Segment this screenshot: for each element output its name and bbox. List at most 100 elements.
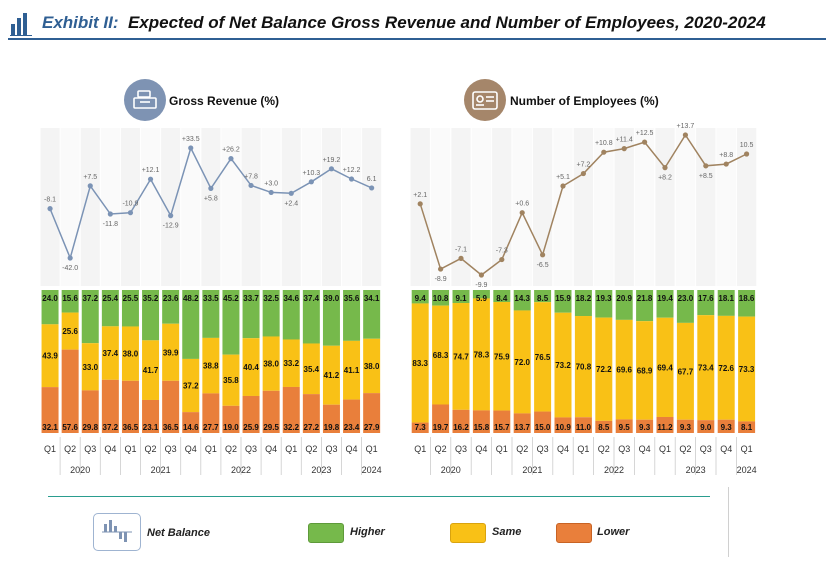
revenue-tick-label: Q2 xyxy=(145,444,157,454)
net-balance-icon-box xyxy=(93,513,141,551)
revenue-value-same: 35.8 xyxy=(223,376,239,385)
revenue-line-point xyxy=(127,210,134,216)
employees-value-same: 72.0 xyxy=(514,358,530,367)
employees-bar-higher xyxy=(656,290,674,318)
employees-value-higher: 18.2 xyxy=(576,294,592,303)
employees-line-label: +12.5 xyxy=(636,130,654,137)
header: Exhibit II: Expected of Net Balance Gros… xyxy=(0,0,835,44)
employees-value-same: 70.8 xyxy=(576,363,592,372)
revenue-bar-lower xyxy=(322,404,340,433)
bar-chart-logo-icon xyxy=(10,13,32,36)
revenue-line-label: -12.9 xyxy=(163,223,179,230)
employees-bar-lower xyxy=(411,422,429,433)
employees-bar-lower xyxy=(615,419,633,433)
revenue-bar-same xyxy=(322,345,340,405)
employees-bar-same xyxy=(534,302,552,412)
employees-tick-label: Q2 xyxy=(516,444,528,454)
chart-canvas: Gross Revenue (%) Number of Employees (%… xyxy=(40,79,757,475)
employees-bar-higher xyxy=(513,290,531,311)
employees-line-label: -6.5 xyxy=(537,262,549,269)
employees-tick-label: Q4 xyxy=(639,444,651,454)
employees-panel-background xyxy=(410,128,757,286)
employees-column-bg xyxy=(696,128,716,286)
employees-value-higher: 10.8 xyxy=(433,294,449,303)
revenue-value-same: 41.7 xyxy=(143,366,159,375)
employees-bar-lower xyxy=(513,413,531,433)
employees-value-lower: 9.0 xyxy=(700,423,712,432)
revenue-bar-higher xyxy=(343,290,361,341)
revenue-value-lower: 32.2 xyxy=(283,423,299,432)
revenue-line-label: +7.5 xyxy=(83,174,97,181)
revenue-bar-lower xyxy=(121,380,139,433)
revenue-value-same: 43.9 xyxy=(42,352,58,361)
revenue-line-point xyxy=(288,190,294,196)
revenue-bar-lower xyxy=(41,387,59,433)
employees-line-label: +5.1 xyxy=(556,174,570,181)
employees-year-label: 2024 xyxy=(737,465,757,475)
employees-value-same: 73.2 xyxy=(555,361,571,370)
revenue-value-higher: 25.4 xyxy=(103,294,119,303)
employees-line-label: +8.5 xyxy=(699,173,713,180)
revenue-tick-label: Q1 xyxy=(44,444,56,454)
revenue-bar-lower xyxy=(142,399,160,433)
revenue-column-bg xyxy=(201,128,221,286)
employees-value-same: 68.3 xyxy=(433,351,449,360)
employees-value-higher: 9.4 xyxy=(415,294,427,303)
revenue-bar-same xyxy=(202,337,220,394)
employees-column-bg xyxy=(634,128,655,286)
revenue-value-same: 25.6 xyxy=(62,327,78,336)
revenue-column-bg xyxy=(241,128,261,286)
revenue-bar-same xyxy=(343,340,361,400)
revenue-value-higher: 35.6 xyxy=(344,294,360,303)
employees-value-lower: 13.7 xyxy=(514,423,530,432)
revenue-line-point xyxy=(228,156,234,162)
employees-bar-higher xyxy=(738,290,756,317)
revenue-bar-same xyxy=(101,326,119,380)
employees-value-same: 68.9 xyxy=(637,366,653,375)
revenue-bar-same xyxy=(282,339,300,387)
employees-line-point xyxy=(744,151,750,157)
employees-bar-lower xyxy=(656,416,674,433)
revenue-bar-lower xyxy=(282,386,300,433)
employees-bar-same xyxy=(472,298,490,411)
employees-bar-lower xyxy=(472,410,490,433)
employees-bar-same xyxy=(554,312,572,418)
revenue-value-lower: 19.0 xyxy=(223,423,239,432)
revenue-bar-same xyxy=(61,312,79,350)
employees-line-label: -7.1 xyxy=(455,246,467,253)
revenue-bar-lower xyxy=(61,349,79,433)
employees-value-lower: 8.1 xyxy=(741,423,753,432)
revenue-panel-header: Gross Revenue (%) xyxy=(124,79,279,121)
revenue-value-same: 37.2 xyxy=(183,382,199,391)
employees-value-same: 69.6 xyxy=(616,366,632,375)
revenue-line-point xyxy=(328,166,335,172)
employees-value-higher: 18.6 xyxy=(739,294,755,303)
employees-bar-same xyxy=(595,317,613,421)
revenue-value-same: 38.0 xyxy=(364,362,380,371)
revenue-bar-lower xyxy=(81,390,99,433)
employees-year-label: 2021 xyxy=(522,465,542,475)
employees-bar-same xyxy=(738,316,756,422)
revenue-line-label: +12.2 xyxy=(343,167,361,174)
employees-bar-higher xyxy=(574,290,592,317)
employees-column-bg xyxy=(410,128,430,286)
revenue-bar-higher xyxy=(162,290,180,324)
revenue-value-higher: 37.2 xyxy=(82,294,98,303)
employees-line-point xyxy=(478,272,484,278)
employees-tick-label: Q1 xyxy=(659,444,671,454)
revenue-line-label: -11.8 xyxy=(103,221,119,228)
revenue-bar-lower xyxy=(363,393,381,433)
revenue-tick-label: Q2 xyxy=(305,444,317,454)
revenue-bar-lower xyxy=(222,405,240,433)
employees-value-lower: 16.2 xyxy=(453,423,469,432)
employees-line-label: -7.3 xyxy=(496,248,508,255)
employees-line-point xyxy=(703,163,709,169)
revenue-tick-label: Q3 xyxy=(165,444,177,454)
employees-line-label: -8.9 xyxy=(435,276,447,283)
revenue-bar-higher xyxy=(262,290,280,337)
employees-tick-label: Q3 xyxy=(700,444,712,454)
revenue-bar-lower xyxy=(262,390,280,433)
revenue-value-lower: 27.9 xyxy=(364,423,380,432)
revenue-line-label: -8.1 xyxy=(44,197,56,204)
revenue-line-label: +5.8 xyxy=(204,195,218,202)
